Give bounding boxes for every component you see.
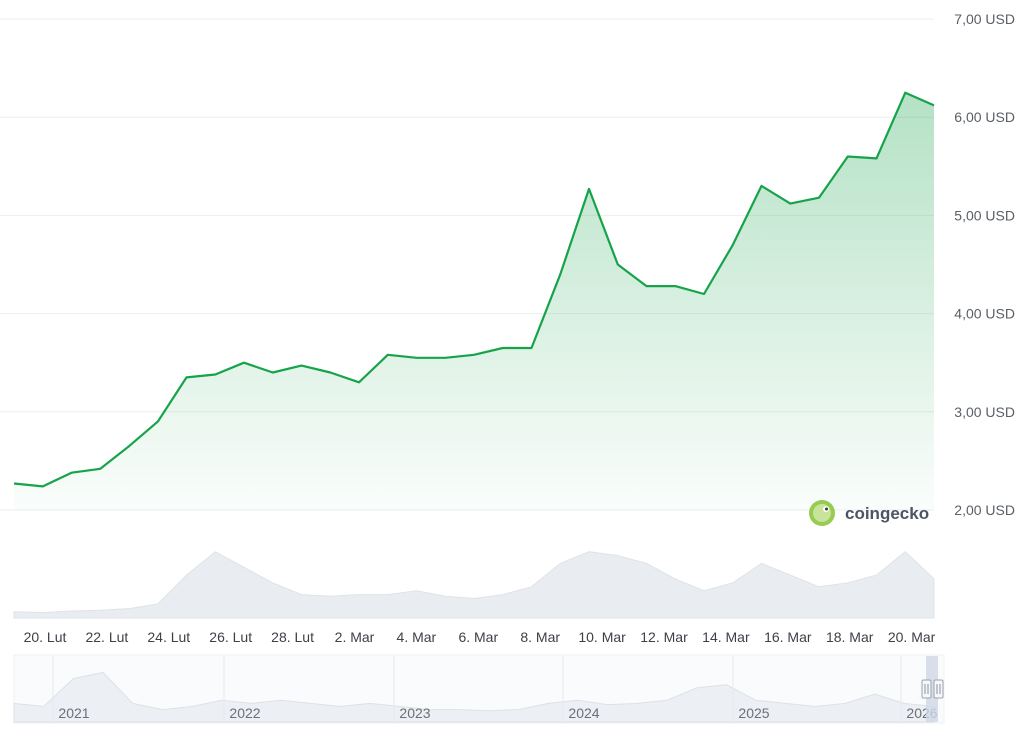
volume-area-path — [13, 551, 935, 619]
y-tick-label: 6,00 USD — [954, 109, 1015, 125]
price-line — [13, 91, 935, 488]
y-axis: 7,00 USD 6,00 USD 5,00 USD 4,00 USD 3,00 USD… — [954, 11, 1015, 518]
watermark: coingecko — [809, 500, 929, 526]
navigator-years: 2021 2022 2023 2024 2025 2026 — [52, 656, 938, 722]
series-layer — [13, 91, 935, 510]
price-area-fill — [14, 92, 934, 510]
brand-name: coingecko — [845, 504, 929, 523]
x-tick-label: 20. Mar — [888, 629, 936, 645]
volume-area — [13, 551, 935, 619]
x-tick-label: 24. Lut — [147, 629, 190, 645]
x-axis: 20. Lut 22. Lut 24. Lut 26. Lut 28. Lut 2. Ma… — [24, 629, 936, 645]
navigator-left-handle[interactable] — [921, 679, 932, 699]
x-tick-label: 22. Lut — [85, 629, 128, 645]
navigator-window[interactable] — [926, 656, 938, 722]
navigator-year-label: 2022 — [229, 705, 260, 721]
y-tick-label: 4,00 USD — [954, 306, 1015, 322]
x-tick-label: 6. Mar — [458, 629, 498, 645]
navigator-area — [13, 671, 935, 723]
x-tick-label: 2. Mar — [335, 629, 375, 645]
navigator-year-label: 2021 — [58, 705, 89, 721]
x-tick-label: 4. Mar — [397, 629, 437, 645]
x-tick-label: 12. Mar — [640, 629, 688, 645]
x-tick-label: 14. Mar — [702, 629, 750, 645]
navigator-year-label: 2023 — [399, 705, 430, 721]
navigator-right-handle[interactable] — [933, 679, 944, 699]
x-tick-label: 18. Mar — [826, 629, 874, 645]
x-tick-label: 8. Mar — [520, 629, 560, 645]
navigator-year-label: 2024 — [568, 705, 599, 721]
x-tick-label: 10. Mar — [578, 629, 626, 645]
y-tick-label: 3,00 USD — [954, 404, 1015, 420]
y-tick-label: 7,00 USD — [954, 11, 1015, 27]
x-tick-label: 28. Lut — [271, 629, 314, 645]
x-tick-label: 16. Mar — [764, 629, 812, 645]
navigator-year-label: 2025 — [738, 705, 769, 721]
x-tick-label: 26. Lut — [209, 629, 252, 645]
y-tick-label: 5,00 USD — [954, 207, 1015, 223]
coingecko-logo-icon — [809, 500, 835, 526]
navigator[interactable] — [13, 654, 945, 724]
navigator-selection[interactable] — [921, 656, 944, 722]
y-tick-label: 2,00 USD — [954, 502, 1015, 518]
x-tick-label: 20. Lut — [24, 629, 67, 645]
